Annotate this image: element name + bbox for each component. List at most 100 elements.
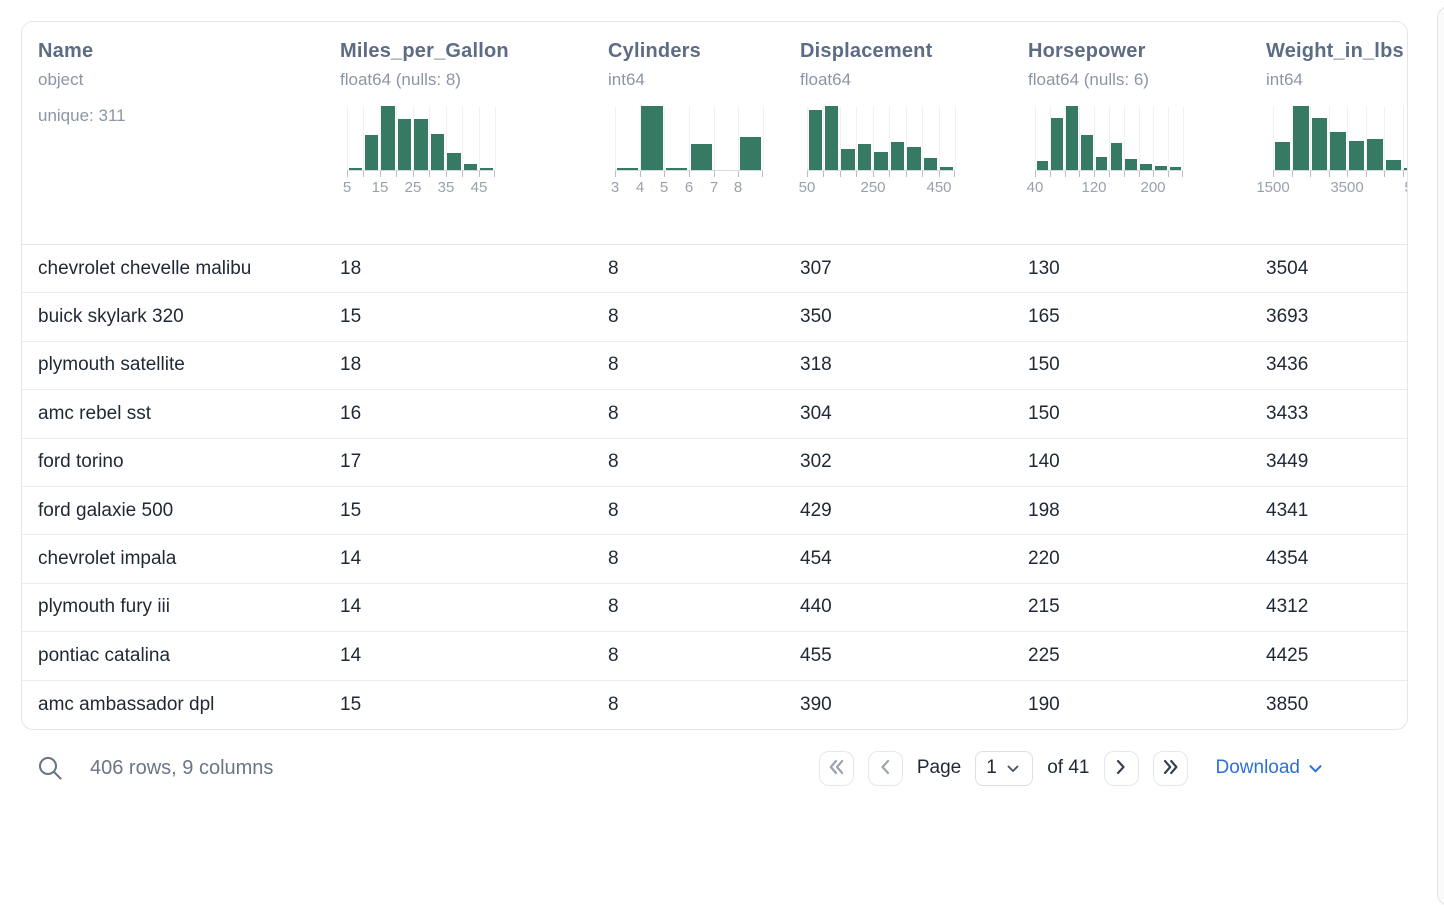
cell-cylinders: 8 (608, 354, 619, 376)
histogram-gridline (1065, 106, 1066, 170)
column-title: Horsepower (1028, 40, 1146, 62)
first-page-button[interactable] (818, 750, 854, 786)
column-type: float64 (nulls: 8) (340, 70, 461, 89)
column-header-displacement[interactable]: Displacement float64 50 250 450 (784, 22, 1012, 244)
axis-tick (479, 171, 480, 177)
weight-in-lbs-histogram[interactable]: 1500 3500 5500 (1256, 106, 1407, 198)
cell-displacement: 455 (800, 644, 832, 666)
histogram-gridline (363, 106, 364, 170)
histogram-plot (1273, 106, 1407, 170)
table-row: ford galaxie 500 15 8 429 198 4341 (22, 487, 1407, 536)
histogram-bar (480, 168, 494, 170)
histogram-gridline (889, 106, 890, 170)
column-header-miles-per-gallon[interactable]: Miles_per_Gallon float64 (nulls: 8) 5 15 25 3… (324, 22, 592, 244)
table-row: plymouth fury iii 14 8 440 215 4312 (22, 584, 1407, 633)
cell-cylinders: 8 (608, 306, 619, 328)
histogram-axis (807, 170, 955, 171)
column-type: int64 (608, 70, 645, 89)
histogram-bar (1080, 135, 1093, 170)
page-select[interactable]: 1 (975, 750, 1034, 786)
vertical-scrollbar[interactable] (1437, 6, 1444, 906)
axis-tick (664, 171, 665, 177)
cell-name: buick skylark 320 (38, 306, 184, 328)
axis-tick (807, 171, 808, 177)
histogram-bar (1125, 159, 1138, 170)
previous-page-button[interactable] (867, 750, 903, 786)
search-icon[interactable] (37, 755, 64, 782)
histogram-bar (923, 158, 938, 170)
column-type: int64 (1266, 70, 1303, 89)
chevron-right-icon (1116, 759, 1126, 778)
axis-tick-label: 8 (733, 179, 743, 196)
histogram-bar (348, 168, 362, 170)
axis-tick (1094, 171, 1095, 177)
table-body: chevrolet chevelle malibu 18 8 307 130 3504 bu… (22, 245, 1407, 729)
axis-tick (615, 171, 616, 177)
miles-per-gallon-histogram[interactable]: 5 15 25 35 45 (343, 106, 496, 198)
axis-tick (1182, 171, 1183, 177)
histogram-gridline (413, 106, 414, 170)
axis-tick (1109, 171, 1110, 177)
cell-displacement: 454 (800, 548, 832, 570)
cell-horsepower: 215 (1028, 596, 1060, 618)
histogram-bar (665, 168, 688, 170)
histogram-gridline (347, 106, 348, 170)
column-title: Name (38, 40, 94, 62)
column-title: Cylinders (608, 40, 701, 62)
column-header-weight-in-lbs[interactable]: Weight_in_lbs int64 1500 3500 5500 (1250, 22, 1407, 244)
chevron-down-icon (1309, 757, 1322, 779)
axis-tick (640, 171, 641, 177)
histogram-gridline (1347, 106, 1348, 170)
histogram-bar (940, 167, 954, 170)
download-button[interactable]: Download (1216, 757, 1323, 779)
chevron-down-icon (1007, 757, 1019, 779)
histogram-gridline (1310, 106, 1311, 170)
axis-tick (689, 171, 690, 177)
next-page-button[interactable] (1103, 750, 1139, 786)
axis-tick-label: 25 (404, 179, 422, 196)
histogram-gridline (939, 106, 940, 170)
column-title: Weight_in_lbs (1266, 40, 1404, 62)
axis-tick-label: 3 (610, 179, 620, 196)
histogram-gridline (955, 106, 956, 170)
histogram-bar (1154, 166, 1167, 170)
displacement-histogram[interactable]: 50 250 450 (799, 106, 956, 198)
horsepower-histogram[interactable]: 40 120 200 (1027, 106, 1184, 198)
axis-tick-label: 4 (635, 179, 645, 196)
axis-tick (1079, 171, 1080, 177)
histogram-bar (381, 106, 395, 170)
histogram-bar (739, 137, 762, 170)
column-header-name[interactable]: Name object unique: 311 (22, 22, 324, 244)
histogram-bar (1095, 157, 1108, 170)
histogram-bar (1036, 161, 1049, 170)
histogram-gridline (922, 106, 923, 170)
last-page-button[interactable] (1152, 750, 1188, 786)
axis-tick (446, 171, 447, 177)
column-header-horsepower[interactable]: Horsepower float64 (nulls: 6) 40 120 200 (1012, 22, 1250, 244)
histogram-gridline (714, 106, 715, 170)
histogram-gridline (640, 106, 641, 170)
histogram-gridline (1292, 106, 1293, 170)
histogram-gridline (446, 106, 447, 170)
histogram-gridline (906, 106, 907, 170)
cell-cylinders: 8 (608, 451, 619, 473)
histogram-gridline (1273, 106, 1274, 170)
histogram-gridline (1153, 106, 1154, 170)
column-header-cylinders[interactable]: Cylinders int64 3 4 5 6 7 8 (592, 22, 784, 244)
axis-tick (1403, 171, 1404, 177)
axis-tick (1168, 171, 1169, 177)
histogram-axis (615, 170, 763, 171)
axis-tick (1139, 171, 1140, 177)
cell-horsepower: 130 (1028, 257, 1060, 279)
column-title: Miles_per_Gallon (340, 40, 509, 62)
axis-tick (1292, 171, 1293, 177)
cell-name: amc ambassador dpl (38, 693, 215, 715)
axis-tick (1310, 171, 1311, 177)
histogram-bar (1311, 118, 1327, 170)
histogram-gridline (1139, 106, 1140, 170)
cell-weight-in-lbs: 3449 (1266, 451, 1309, 473)
histogram-gridline (664, 106, 665, 170)
axis-tick-label: 1500 (1256, 179, 1290, 196)
